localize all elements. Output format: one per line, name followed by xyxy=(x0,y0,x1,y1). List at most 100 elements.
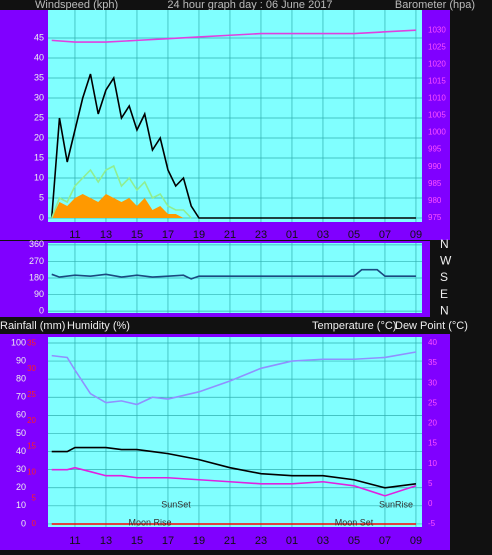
x-tick-label: 11 xyxy=(69,229,80,241)
y2-tick-label: 995 xyxy=(428,145,442,154)
y2-tick-label: 1030 xyxy=(428,25,446,34)
y-tick-label: 35 xyxy=(34,72,44,82)
y-tick-label: 30 xyxy=(34,92,44,102)
line xyxy=(51,268,416,280)
x-tick-label: 05 xyxy=(348,535,360,547)
line xyxy=(51,29,416,43)
annotation: SunSet xyxy=(161,499,191,509)
annotation: Moon Rise xyxy=(128,517,171,527)
y-tick-label: 40 xyxy=(16,446,26,456)
y2-tick-label: -5 xyxy=(428,519,436,528)
y2-tick-label: E xyxy=(440,287,448,301)
y-tick-label: 360 xyxy=(29,239,44,249)
y3-tick-label: 25 xyxy=(27,390,36,399)
chart-title: 24 hour graph day : 06 June 2017 xyxy=(167,0,332,11)
x-tick-label: 13 xyxy=(100,229,112,241)
x-tick-label: 03 xyxy=(317,535,329,547)
x-tick-label: 13 xyxy=(100,535,112,547)
y-tick-label: 60 xyxy=(16,410,26,420)
x-tick-label: 07 xyxy=(379,229,391,241)
y-tick-label: 20 xyxy=(16,482,26,492)
y3-tick-label: 20 xyxy=(27,416,36,425)
y2-axis-title: Barometer (hpa) xyxy=(395,0,475,11)
y3-axis-title: Rainfall (mm) xyxy=(0,320,65,332)
x-tick-label: 07 xyxy=(379,535,391,547)
x-tick-label: 19 xyxy=(193,535,205,547)
y3-tick-label: 5 xyxy=(32,493,37,502)
y2-axis-title: Dew Point (°C) xyxy=(395,320,468,332)
y2-tick-label: 5 xyxy=(428,479,433,488)
annotation: SunRise xyxy=(379,499,413,509)
x-tick-label: 03 xyxy=(317,229,329,241)
y-axis-title: Humidity (%) xyxy=(67,320,130,332)
y-tick-label: 0 xyxy=(39,212,44,222)
y3-tick-label: 35 xyxy=(27,338,36,347)
x-tick-label: 23 xyxy=(255,535,267,547)
y2-tick-label: 40 xyxy=(428,338,437,347)
x-tick-label: 21 xyxy=(224,229,236,241)
x-tick-label: 21 xyxy=(224,535,236,547)
x-tick-label: 11 xyxy=(69,535,80,547)
y-tick-label: 15 xyxy=(34,152,44,162)
y2-tick-label: 990 xyxy=(428,162,442,171)
x-tick-label: 01 xyxy=(286,229,298,241)
line xyxy=(51,446,417,489)
y-tick-label: 25 xyxy=(34,112,44,122)
y2-tick-label: 980 xyxy=(428,196,442,205)
x-tick-label: 15 xyxy=(131,229,143,241)
y-tick-label: 30 xyxy=(16,464,26,474)
x-tick-label: 23 xyxy=(255,229,267,241)
y3-tick-label: 30 xyxy=(27,364,36,373)
y2-tick-label: W xyxy=(440,254,452,268)
x-tick-label: 15 xyxy=(131,535,143,547)
line xyxy=(51,466,417,497)
y2-tick-label: 1025 xyxy=(428,42,446,51)
x-tick-label: 01 xyxy=(286,535,298,547)
y-axis-title: Windspeed (kph) xyxy=(35,0,118,11)
y-tick-label: 0 xyxy=(21,518,26,528)
x-tick-label: 17 xyxy=(162,535,174,547)
y2-tick-label: 0 xyxy=(428,499,433,508)
x-tick-label: 19 xyxy=(193,229,205,241)
y2-tick-label: 985 xyxy=(428,179,442,188)
y3-tick-label: 15 xyxy=(27,442,36,451)
area xyxy=(51,194,192,218)
y2-tick-label: 35 xyxy=(428,358,437,367)
plot-area xyxy=(48,10,422,222)
y2-tick-label: 15 xyxy=(428,439,437,448)
y2-tick-label: 1005 xyxy=(428,111,446,120)
y-tick-label: 10 xyxy=(34,172,44,182)
x-tick-label: 17 xyxy=(162,229,174,241)
y2-tick-label: 1000 xyxy=(428,128,446,137)
y2-tick-label: 30 xyxy=(428,378,437,387)
y-tick-label: 5 xyxy=(39,192,44,202)
y2-tick-label: 1015 xyxy=(428,76,446,85)
y2-tick-label: 975 xyxy=(428,213,442,222)
y2-tick-label: 25 xyxy=(428,398,437,407)
y3-tick-label: 10 xyxy=(27,467,36,476)
x-tick-label: 09 xyxy=(410,229,422,241)
y2-tick-label: 20 xyxy=(428,419,437,428)
y2-tick-label: S xyxy=(440,270,448,284)
y-tick-label: 10 xyxy=(16,500,26,510)
y-tick-label: 100 xyxy=(11,337,26,347)
y2-tick-label: 1010 xyxy=(428,94,446,103)
y-tick-label: 90 xyxy=(34,289,44,299)
y-tick-label: 180 xyxy=(29,272,44,282)
annotation: Moon Set xyxy=(335,517,374,527)
y-tick-label: 40 xyxy=(34,52,44,62)
plot-area xyxy=(48,337,422,527)
y-tick-label: 70 xyxy=(16,392,26,402)
y-tick-label: 270 xyxy=(29,256,44,266)
line xyxy=(50,73,416,219)
y2-tick-label: 1020 xyxy=(428,59,446,68)
y-tick-label: 80 xyxy=(16,374,26,384)
y-tick-label: 45 xyxy=(34,32,44,42)
line xyxy=(51,351,417,406)
y2-tick-label: N xyxy=(440,237,449,251)
y2-axis-title: Temperature (°C) xyxy=(312,320,396,332)
y2-tick-label: 10 xyxy=(428,459,437,468)
y2-tick-label: N xyxy=(440,303,449,317)
y3-tick-label: 0 xyxy=(32,519,37,528)
